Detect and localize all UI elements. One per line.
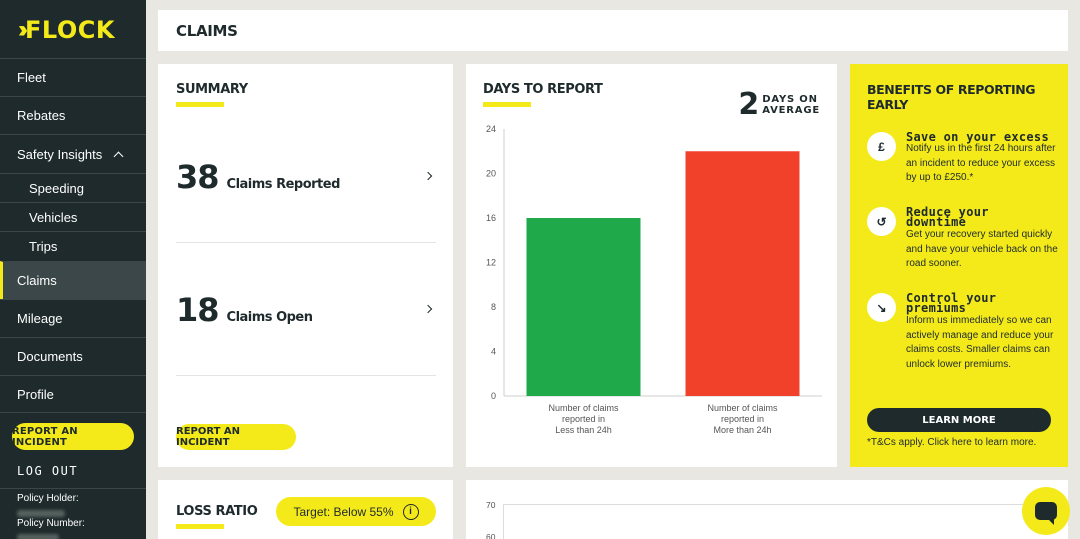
divider: [176, 375, 436, 376]
sidebar-item-mileage[interactable]: Mileage: [0, 299, 146, 337]
average-caption-line: AVERAGE: [762, 104, 820, 116]
title-underline: [176, 102, 224, 107]
title-underline: [176, 524, 224, 529]
y-tick-label: 16: [486, 213, 496, 223]
bar-1: [526, 218, 641, 396]
y-tick-label: 12: [486, 258, 496, 268]
pound-icon: £: [867, 132, 896, 161]
logout-link[interactable]: LOG OUT: [17, 464, 79, 478]
days-to-report-title: DAYS TO REPORT: [483, 82, 603, 97]
page-header: CLAIMS: [158, 10, 1068, 51]
sidebar-item-trips[interactable]: Trips: [0, 231, 146, 261]
chat-button[interactable]: [1022, 487, 1070, 535]
flock-logo[interactable]: ›› FLOCK: [0, 0, 146, 60]
y-tick-label: 0: [491, 391, 496, 401]
sidebar-item-rebates[interactable]: Rebates: [0, 96, 146, 134]
divider: [0, 488, 146, 489]
x-tick-label: Less than 24h: [555, 425, 612, 435]
sidebar-item-vehicles[interactable]: Vehicles: [0, 202, 146, 231]
benefits-title: BENEFITS OF REPORTING EARLY: [867, 82, 1036, 112]
loss-ratio-card: LOSS RATIO Target: Below 55% i: [158, 480, 453, 539]
y-tick-label: 4: [491, 347, 496, 357]
sidebar-item-speeding[interactable]: Speeding: [0, 173, 146, 202]
title-underline: [483, 102, 531, 107]
policy-holder-label: Policy Holder:: [17, 493, 79, 504]
report-incident-button[interactable]: REPORT AN INCIDENT: [12, 423, 134, 450]
sidebar-item-label: Profile: [17, 386, 54, 402]
loss-ratio-title: LOSS RATIO: [176, 504, 258, 519]
chat-icon: [1035, 502, 1057, 525]
summary-card: SUMMARY 38 Claims Reported 18 Claims Ope…: [158, 64, 453, 467]
sidebar-item-label: Mileage: [17, 311, 63, 326]
sidebar-item-profile[interactable]: Profile: [0, 375, 146, 413]
sidebar-item-label: Vehicles: [29, 209, 78, 225]
x-tick-label: More than 24h: [713, 425, 771, 435]
summary-title: SUMMARY: [176, 82, 248, 97]
sidebar-item-safety-insights[interactable]: Safety Insights: [0, 134, 146, 173]
bar-2: [685, 151, 800, 396]
y-tick-label: 24: [486, 124, 496, 134]
days-to-report-card: DAYS TO REPORT 2 DAYS ON AVERAGE 0 4 8 12 16…: [466, 64, 837, 467]
x-tick-label: Number of claims: [707, 403, 778, 413]
x-tick-label: reported in: [562, 414, 605, 424]
chevron-up-icon: [113, 151, 124, 161]
info-icon[interactable]: i: [402, 503, 419, 520]
sidebar: ›› FLOCK Fleet Rebates Safety Insights S…: [0, 0, 146, 539]
redacted-value: [17, 534, 59, 539]
page-title: CLAIMS: [176, 21, 238, 40]
claims-open-label: Claims Open: [226, 310, 313, 325]
loss-ratio-chart-card: 70 60: [466, 480, 1068, 539]
y-tick-label: 20: [486, 169, 496, 179]
y-tick-label: 70: [486, 500, 496, 510]
benefits-card: BENEFITS OF REPORTING EARLY £ Save on yo…: [850, 64, 1068, 467]
claims-reported-label: Claims Reported: [226, 177, 341, 192]
redacted-value: [17, 510, 65, 517]
gridline: [503, 504, 1043, 505]
benefit-heading: Reduce your downtime: [906, 205, 989, 229]
x-tick-label: reported in: [721, 414, 764, 424]
average-days-value: 2: [738, 87, 759, 122]
average-days: 2 DAYS ON AVERAGE: [738, 87, 820, 122]
sidebar-item-label: Claims: [17, 273, 57, 288]
x-tick-label: Number of claims: [548, 403, 619, 413]
sidebar-item-documents[interactable]: Documents: [0, 337, 146, 375]
y-axis: [503, 504, 504, 539]
sidebar-item-label: Documents: [17, 349, 83, 364]
claims-reported-row[interactable]: 38 Claims Reported: [176, 158, 436, 196]
policy-number-label: Policy Number:: [17, 518, 85, 529]
sidebar-item-label: Speeding: [29, 180, 84, 196]
benefit-heading: Save on your excess: [906, 130, 1049, 144]
sidebar-item-label: Trips: [29, 239, 58, 254]
benefit-body: Get your recovery started quickly and ha…: [906, 229, 1058, 270]
claims-open-count: 18: [176, 291, 220, 329]
history-icon: ↺: [867, 207, 896, 236]
y-tick-label: 8: [491, 302, 496, 312]
report-incident-button[interactable]: REPORT AN INCIDENT: [176, 424, 296, 450]
sidebar-item-claims[interactable]: Claims: [0, 261, 146, 299]
divider: [176, 242, 436, 243]
target-text: Target: Below 55%: [293, 504, 394, 519]
target-badge[interactable]: Target: Below 55% i: [276, 497, 436, 526]
sidebar-item-label: Fleet: [17, 70, 46, 85]
terms-link[interactable]: *T&Cs apply. Click here to learn more.: [867, 437, 1037, 448]
benefit-body: Inform us immediately so we can actively…: [906, 315, 1054, 370]
claims-open-row[interactable]: 18 Claims Open: [176, 291, 436, 329]
sidebar-item-label: Rebates: [17, 108, 66, 123]
average-caption-line: DAYS ON: [762, 93, 818, 105]
benefit-body: Notify us in the first 24 hours after an…: [906, 143, 1056, 184]
trend-down-icon: ↘: [867, 293, 896, 322]
logo-text: FLOCK: [24, 16, 115, 44]
benefit-heading: Control your premiums: [906, 291, 997, 315]
average-days-caption: DAYS ON AVERAGE: [762, 94, 820, 116]
claims-reported-count: 38: [176, 158, 220, 196]
learn-more-button[interactable]: LEARN MORE: [867, 408, 1051, 432]
y-tick-label: 60: [486, 532, 496, 539]
logo-chevrons-icon: ››: [18, 16, 28, 43]
title-underline: [867, 117, 915, 122]
sidebar-item-fleet[interactable]: Fleet: [0, 58, 146, 96]
sidebar-item-label: Safety Insights: [17, 146, 103, 162]
